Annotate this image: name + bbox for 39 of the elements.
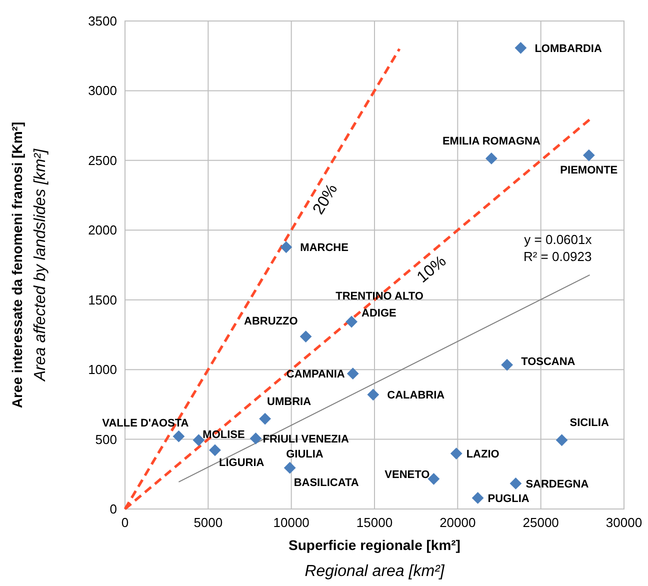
y-tick-label: 3000 [88, 83, 117, 98]
y-tick-label: 1500 [88, 292, 117, 308]
y-tick-label: 500 [95, 432, 117, 447]
x-tick-label: 0 [121, 515, 129, 530]
annotation: LIGURIA [218, 457, 264, 470]
y-tick-label: 2500 [88, 152, 117, 168]
annotation: y = 0.0601x [524, 232, 592, 247]
annotation: LAZIO [466, 448, 500, 461]
annotation: SICILIA [570, 417, 609, 430]
annotation: VENETO [384, 468, 430, 481]
annotation: CALABRIA [387, 390, 445, 402]
x-axis-title: Superficie regionale [km²] Regional area [km²] [288, 537, 460, 580]
x-tick-label: 30000 [606, 515, 642, 530]
x-tick-label: 5000 [194, 515, 223, 530]
annotation: PUGLIA [488, 492, 530, 505]
x-tick-label: 25000 [522, 515, 559, 530]
annotation: TOSCANA [521, 356, 576, 368]
annotation: LOMBARDIA [534, 42, 602, 55]
annotation: MARCHE [300, 242, 348, 254]
x-tick-label: 10000 [273, 515, 310, 530]
y-tick-label: 2000 [88, 222, 117, 238]
x-tick-label: 15000 [356, 515, 393, 530]
annotation: PIEMONTE [560, 164, 618, 176]
annotation: CAMPANIA [286, 368, 345, 381]
annotation: EMILIA ROMAGNA [442, 135, 540, 148]
annotation: VALLE D'AOSTA [102, 417, 189, 430]
annotation: ABRUZZO [244, 316, 298, 328]
annotation: 10% [414, 252, 450, 286]
y-tick-label: 0 [110, 502, 117, 516]
y-tick-label: 1000 [88, 362, 117, 378]
y-axis-title: Aree interessate da fenomeni franosi [Km²] Area affected by landslides [km²] [9, 122, 49, 408]
y-tick-label: 3500 [88, 14, 117, 28]
annotation: R² = 0.0923 [523, 248, 592, 264]
x-tick-label: 20000 [440, 515, 476, 530]
annotation: MOLISE [202, 429, 245, 442]
annotation: SARDEGNA [526, 478, 589, 490]
annotation: FRIULI VENEZIA GIULIA [262, 433, 349, 460]
annotation: BASILICATA [294, 476, 359, 489]
annotation: UMBRIA [267, 396, 312, 408]
